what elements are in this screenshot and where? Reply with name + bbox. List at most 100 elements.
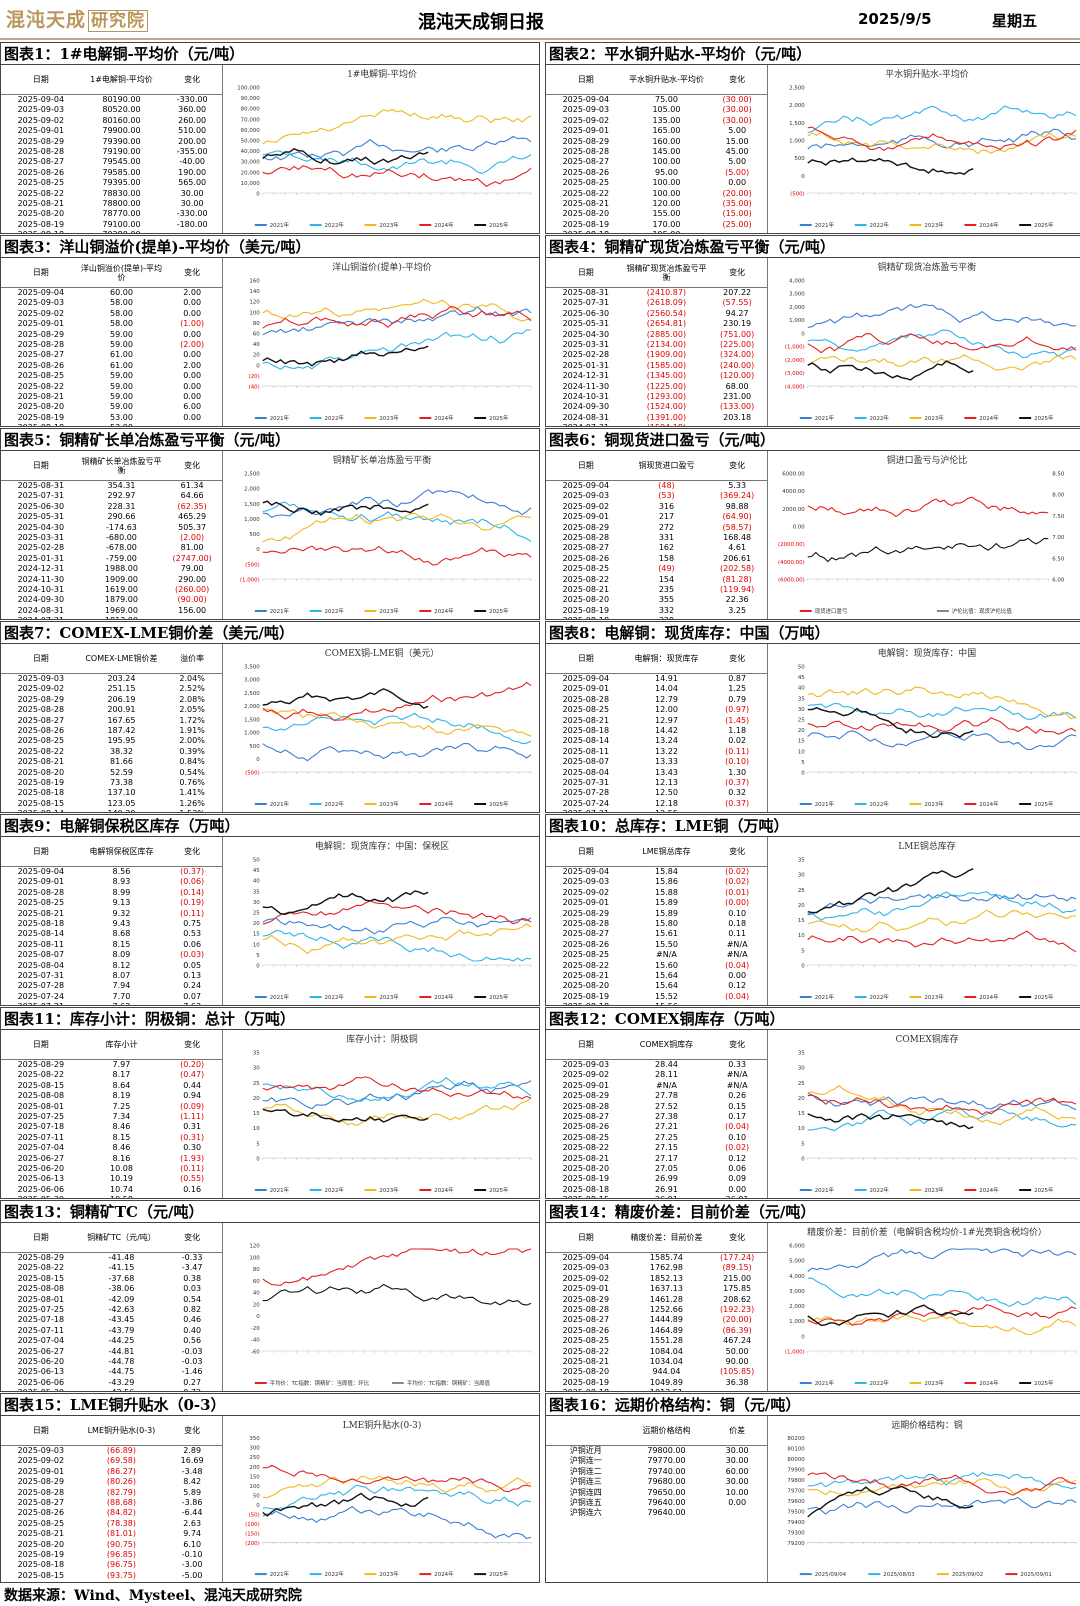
y-tick-label: 15 [798, 739, 805, 745]
chart-panel: 图表11：库存小计：阴极铜：总计（万吨） 日期 库存小计 变化 2025-08-29 7.… [0, 1007, 540, 1199]
table-row: 2025-08-20 78770.00 -330.00 [1, 209, 222, 219]
table-cell: 8.56 [112, 867, 131, 876]
table-cell: 2025-05-30 [1, 1195, 81, 1198]
table-cell: 0.09 [728, 1174, 747, 1184]
table-cell: 2025-08-08 [17, 1091, 65, 1101]
table-row: 2025-07-25 -42.63 0.82 [1, 1305, 222, 1315]
table-cell: (2134.00) [646, 339, 687, 349]
table-cell: -43.29 [108, 1377, 135, 1387]
table-cell: 沪铜连三 [569, 1477, 602, 1487]
table-cell: -0.10 [181, 1549, 203, 1559]
table-cell: (84.82) [106, 1508, 137, 1518]
legend-label: 2023年 [924, 414, 944, 422]
column-header: 变化 [184, 1040, 201, 1049]
series-line [807, 717, 1077, 735]
legend-label: 2023年 [379, 1186, 399, 1194]
table-cell: 2025-08-21 [562, 715, 610, 725]
table-cell: 0.31 [183, 1122, 202, 1132]
table-cell: 2025-08-19 [562, 219, 610, 229]
table-cell: 28.11 [655, 1070, 678, 1080]
table-cell: 2025-08-25 [17, 1518, 65, 1528]
y-tick-label: 60,000 [241, 128, 261, 134]
table-row: 2025-07-28 12.50 0.32 [546, 788, 767, 798]
table-row: 2025-08-1879280.00 [1, 230, 222, 233]
table-cell: #N/A [726, 939, 748, 949]
table-cell: 0.40 [183, 1325, 202, 1335]
table-cell: 13.43 [655, 767, 678, 777]
table-row: 2025-07-18 8.46 0.31 [1, 1122, 222, 1132]
legend-label: 2022年 [325, 1570, 345, 1578]
table-cell: 58.00 [110, 298, 133, 308]
table-cell: 8.68 [112, 929, 131, 939]
y-tick-label: 0 [801, 1334, 805, 1340]
legend-label: 2022年 [870, 221, 890, 229]
line-chart: 洋山铜溢价(提单)-平均价 160 140 120 100 80 60 40 20 0 (20) (4… [225, 258, 539, 426]
table-cell: 9.43 [112, 918, 131, 928]
table-row: 2025-08-22 59.00 0.00 [1, 382, 222, 392]
table-cell: 2025-09-01 [17, 126, 65, 136]
table-cell: -42.09 [108, 1294, 135, 1304]
chart-title: 电解铜：现货库存：中国 [878, 647, 976, 659]
column-header: 变化 [729, 461, 746, 470]
table-row: 2025-08-29 (80.26) 8.42 [1, 1477, 222, 1487]
table-cell: (2560.54) [646, 308, 687, 318]
y-tick-label: 2,000 [244, 487, 260, 493]
table-cell: 332 [658, 605, 675, 615]
y-tick-label: (500) [790, 191, 805, 197]
table-cell: 9.74 [183, 1529, 202, 1539]
series-line [262, 345, 429, 367]
column-header: 价差 [729, 1426, 746, 1435]
table-cell: 2025-08-18 [17, 1560, 65, 1570]
legend-label: 现货进口盈亏 [815, 607, 848, 615]
table-cell: 2025-08-20 [562, 1163, 610, 1173]
table-cell: 80160.00 [102, 115, 141, 125]
table-cell: (1.11) [180, 1111, 205, 1121]
column-header: 日期 [32, 461, 49, 470]
table-cell: 2025-08-04 [562, 767, 610, 777]
legend-label: 2022年 [325, 607, 345, 615]
table-cell: 2025-07-11 [17, 1325, 65, 1335]
table-cell: -0.03 [181, 1356, 203, 1366]
legend-label: 2021年 [270, 800, 290, 808]
table-cell: 1619.00 [104, 584, 138, 594]
table-cell: 200.00 [178, 136, 207, 146]
y-tick-label: 0 [801, 1156, 805, 1162]
series-line [807, 891, 1077, 921]
table-cell: (0.97) [725, 705, 750, 715]
chart-panel: 图表14：精废价差：目前价差（元/吨） 日期 精废价差：目前价差 变化 2025-09-… [545, 1200, 1080, 1392]
table-cell: 0.17 [728, 1111, 747, 1121]
series-line [807, 1084, 1077, 1126]
table-cell: 79100.00 [102, 219, 141, 229]
table-cell: 0.00 [183, 371, 202, 381]
table-cell: 137.10 [107, 788, 136, 798]
report-date: 2025/9/5 [858, 10, 932, 28]
table-cell: 沪铜连六 [569, 1508, 602, 1518]
y-tick-label: 30 [798, 1066, 805, 1072]
table-cell: 2024-10-31 [17, 584, 65, 594]
legend-label: 2024年 [434, 607, 454, 615]
table-cell: (202.58) [720, 564, 755, 574]
table-cell: 30.00 [725, 1446, 749, 1455]
table-cell: 8.46 [112, 1143, 131, 1153]
table-row: 2025-08-28 79190.00 -355.00 [1, 147, 222, 157]
y-tick-label: (500) [245, 770, 260, 776]
table-cell: 15.89 [655, 908, 678, 918]
series-line [807, 1471, 1077, 1490]
table-row: 2025-08-26 1464.89 (86.39) [546, 1326, 767, 1336]
table-cell: 2025-07-18 [17, 1122, 65, 1132]
table-row: 2025-08-29 272 (58.57) [546, 523, 767, 533]
column-header: 变化 [184, 1426, 201, 1435]
table-row: 2025-08-181013.51 [546, 1388, 767, 1391]
table-row: 2025-08-28 59.00 (2.00) [1, 340, 222, 350]
table-cell: 30.00 [725, 1477, 749, 1487]
y-tick-label: 79600 [787, 1499, 805, 1505]
table-cell: (5.00) [725, 167, 750, 177]
line-chart: LME铜升贴水(0-3) 350 300 250 200 150 100 50 0 (50) (10… [225, 1416, 539, 1582]
table-cell: 1049.89 [649, 1377, 683, 1387]
table-cell: 2025-09-02 [562, 115, 610, 125]
line-chart: 铜精矿长单冶炼盈亏平衡 2,500 2,000 1,500 1,000 500 0 (500)… [225, 451, 539, 619]
table-row: 2024-07-311813.00 [1, 616, 222, 619]
table-row: 沪铜连五 79640.00 0.00 [546, 1498, 767, 1508]
y-tick-label: 35 [798, 857, 805, 863]
table-cell: 59.00 [110, 339, 133, 349]
